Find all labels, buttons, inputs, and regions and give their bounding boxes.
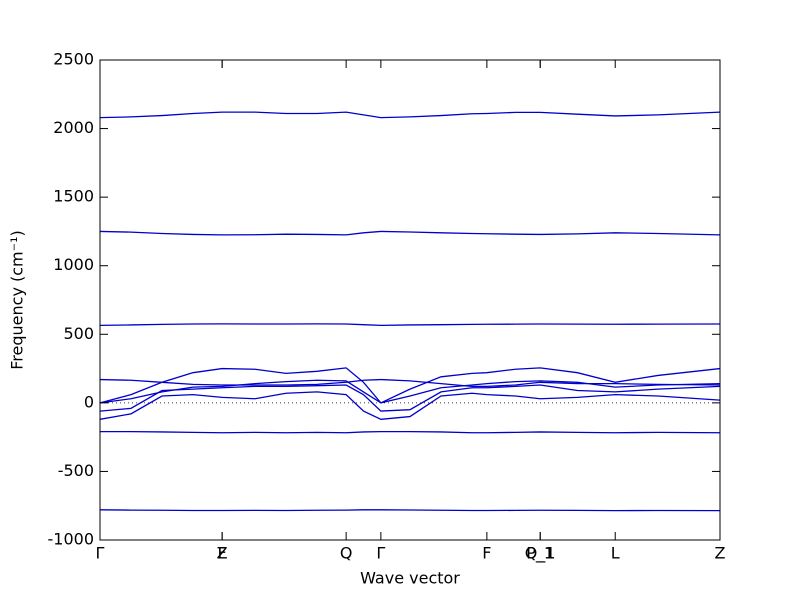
band-line bbox=[99, 111, 721, 119]
x-tick-label: Γ bbox=[376, 544, 385, 563]
y-tick-label: -500 bbox=[58, 461, 94, 480]
y-tick-label: 500 bbox=[63, 324, 94, 343]
band-line bbox=[99, 384, 721, 412]
x-tick-label: Q_1 bbox=[525, 544, 556, 564]
x-tick-label: Q bbox=[340, 544, 353, 563]
x-tick-label: L bbox=[611, 544, 620, 563]
band-line bbox=[100, 431, 721, 434]
x-tick-label: Z bbox=[217, 544, 228, 563]
x-tick-label: P_1 bbox=[526, 544, 554, 564]
x-tick-label: Γ bbox=[96, 544, 105, 563]
x-tick-label: F bbox=[482, 544, 491, 563]
y-tick-label: -1000 bbox=[48, 530, 95, 549]
x-tick-label: Z bbox=[715, 544, 726, 563]
band-line bbox=[99, 230, 721, 236]
y-tick-label: 2500 bbox=[53, 50, 94, 69]
y-tick-label: 0 bbox=[84, 392, 94, 411]
band-line bbox=[99, 367, 721, 404]
band-line bbox=[99, 323, 721, 327]
band-line bbox=[99, 391, 721, 420]
x-axis-label: Wave vector bbox=[360, 569, 460, 588]
y-axis-label: Frequency (cm⁻¹) bbox=[8, 230, 27, 369]
x-tick-label: F bbox=[218, 544, 227, 563]
band-line bbox=[99, 379, 721, 404]
y-tick-label: 1500 bbox=[53, 187, 94, 206]
y-tick-label: 2000 bbox=[53, 118, 94, 137]
y-tick-label: 1000 bbox=[53, 255, 94, 274]
band-line bbox=[99, 509, 721, 512]
plot-frame bbox=[99, 59, 721, 541]
band-line bbox=[99, 378, 721, 388]
